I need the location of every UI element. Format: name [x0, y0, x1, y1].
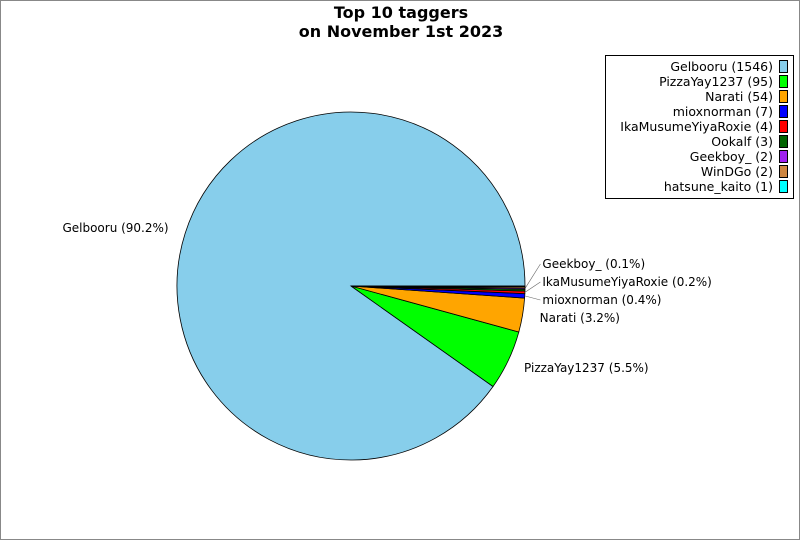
label-leader-line — [524, 295, 541, 301]
legend-label: mioxnorman (7) — [672, 104, 773, 119]
chart-title-line-2: on November 1st 2023 — [298, 22, 504, 41]
legend-item: Geekboy_ (2) — [606, 149, 793, 164]
legend-label: PizzaYay1237 (95) — [659, 74, 773, 89]
legend-item: IkaMusumeYiyaRoxie (4) — [606, 119, 793, 134]
label-leader-line — [524, 263, 541, 289]
slice-label: PizzaYay1237 (5.5%) — [524, 361, 649, 375]
legend-label: Ookalf (3) — [711, 134, 773, 149]
chart-title: Top 10 taggers on November 1st 2023 — [1, 3, 799, 41]
legend: Gelbooru (1546) PizzaYay1237 (95) Narati (… — [605, 55, 794, 199]
legend-item: hatsune_kaito (1) — [606, 179, 793, 194]
legend-label: WinDGo (2) — [700, 164, 773, 179]
legend-swatch — [779, 165, 788, 178]
legend-item: PizzaYay1237 (95) — [606, 74, 793, 89]
legend-swatch — [779, 180, 788, 193]
legend-swatch — [779, 75, 788, 88]
legend-swatch — [779, 120, 788, 133]
slice-label: Narati (3.2%) — [540, 311, 620, 325]
legend-item: WinDGo (2) — [606, 164, 793, 179]
slice-label: Gelbooru (90.2%) — [62, 221, 168, 235]
legend-item: Ookalf (3) — [606, 134, 793, 149]
legend-label: hatsune_kaito (1) — [663, 179, 773, 194]
legend-label: Narati (54) — [705, 89, 773, 104]
legend-swatch — [779, 90, 788, 103]
legend-label: IkaMusumeYiyaRoxie (4) — [620, 119, 773, 134]
legend-swatch — [779, 105, 788, 118]
slice-label: mioxnorman (0.4%) — [542, 293, 661, 307]
label-leader-line — [524, 281, 541, 293]
slice-label: IkaMusumeYiyaRoxie (0.2%) — [542, 275, 711, 289]
legend-swatch — [779, 135, 788, 148]
legend-label: Gelbooru (1546) — [670, 59, 773, 74]
legend-swatch — [779, 60, 788, 73]
legend-item: Narati (54) — [606, 89, 793, 104]
slice-label: Geekboy_ (0.1%) — [542, 257, 645, 271]
legend-item: mioxnorman (7) — [606, 104, 793, 119]
legend-item: Gelbooru (1546) — [606, 59, 793, 74]
legend-label: Geekboy_ (2) — [689, 149, 773, 164]
legend-swatch — [779, 150, 788, 163]
pie-slice-hatsune_kaito — [350, 285, 526, 288]
chart-title-line-1: Top 10 taggers — [333, 3, 469, 22]
